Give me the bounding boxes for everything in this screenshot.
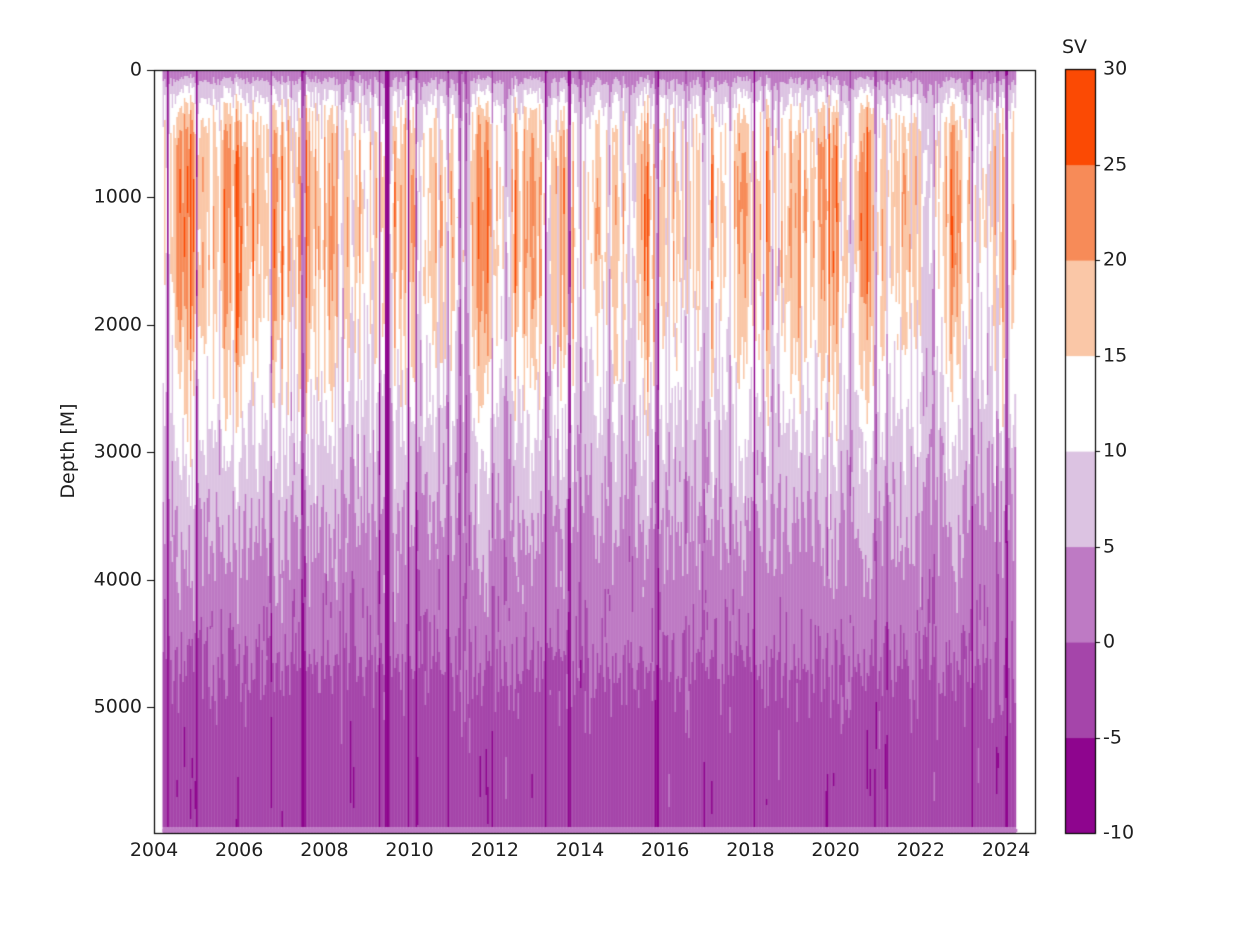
- colorbar-tick-label: 0: [1103, 630, 1116, 653]
- y-axis-title: Depth [M]: [57, 403, 79, 499]
- x-tick-label: 2004: [129, 839, 179, 861]
- x-tick-label: 2016: [641, 839, 690, 861]
- y-tick-label: 1000: [93, 185, 142, 208]
- colorbar-tick-label: 25: [1103, 153, 1128, 175]
- x-tick-label: 2014: [555, 839, 605, 861]
- x-tick-label: 2010: [385, 839, 434, 861]
- y-tick-label: 2000: [93, 313, 142, 336]
- x-tick-label: 2022: [896, 839, 945, 861]
- colorbar-tick-label: 30: [1103, 57, 1128, 80]
- y-tick-label: 0: [129, 58, 142, 81]
- x-tick-label: 2018: [726, 839, 775, 861]
- x-tick-label: 2012: [470, 839, 519, 861]
- colorbar-tick-label: -10: [1103, 821, 1135, 844]
- y-tick-label: 3000: [93, 440, 142, 463]
- x-tick-label: 2006: [215, 839, 264, 861]
- x-tick-label: 2008: [300, 839, 349, 861]
- colorbar-tick-label: -5: [1103, 726, 1122, 748]
- y-tick-label: 4000: [93, 568, 142, 591]
- colorbar-tick-label: 5: [1103, 535, 1116, 557]
- colorbar-tick-label: 15: [1103, 344, 1128, 366]
- colorbar-title: SV: [1062, 36, 1088, 58]
- x-tick-label: 2024: [981, 839, 1031, 861]
- colorbar-tick-label: 10: [1103, 439, 1128, 462]
- y-tick-label: 5000: [93, 695, 142, 718]
- colorbar-tick-label: 20: [1103, 248, 1128, 271]
- x-tick-label: 2020: [811, 839, 860, 861]
